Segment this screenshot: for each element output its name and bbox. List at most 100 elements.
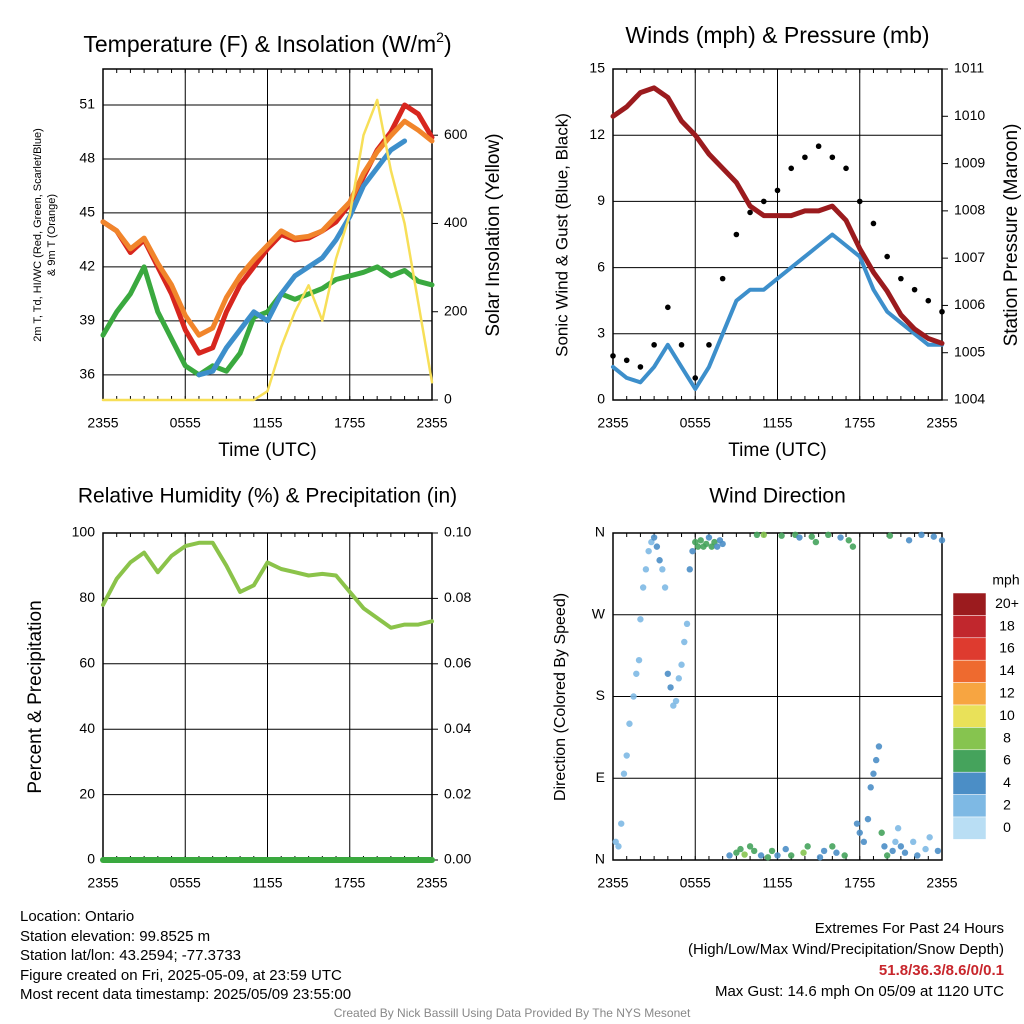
wind-y-tick-label: 15 (589, 60, 605, 76)
direction-point (664, 670, 672, 677)
direction-point (849, 543, 857, 550)
colorbar-swatch (952, 816, 987, 840)
temp-x-tick-label: 2355 (87, 415, 118, 431)
direction-point (620, 770, 628, 777)
wind-y-tick-label: 6 (597, 258, 605, 274)
direction-point (901, 849, 909, 856)
dir-y-tick-label: W (592, 605, 606, 621)
gust-points (610, 143, 945, 381)
direction-point (689, 547, 696, 555)
wind-y-tick-label: 9 (597, 192, 605, 208)
direction-point (694, 543, 702, 550)
gust-point (939, 308, 945, 315)
direction-point (926, 834, 933, 841)
direction-point (875, 743, 883, 750)
speed-colorbar (952, 592, 987, 840)
temp-panel (102, 68, 438, 401)
wind-y2-tick-label: 1008 (954, 202, 985, 218)
direction-point (650, 534, 658, 541)
dir-x-tick-label: 1155 (762, 875, 792, 891)
rh-x-tick-label: 1755 (334, 875, 365, 891)
wind-y2-tick-label: 1010 (954, 107, 985, 123)
gust-point (843, 165, 849, 172)
direction-point (837, 534, 844, 541)
colorbar-swatch (952, 749, 987, 773)
rh-y-tick-label: 100 (72, 524, 96, 540)
direction-point (841, 852, 848, 859)
direction-point (760, 531, 767, 539)
direction-point (820, 847, 828, 855)
direction-point (878, 829, 885, 836)
extremes-subtitle: (High/Low/Max Wind/Precipitation/Snow De… (688, 941, 1004, 958)
colorbar-swatch (952, 682, 987, 706)
dir-panel-title: Wind Direction (709, 485, 846, 508)
dir-ylabel: Direction (Colored By Speed) (552, 593, 569, 801)
temp-9m-line (100, 118, 435, 338)
wind-y-tick-label: 0 (597, 391, 605, 407)
direction-point (782, 845, 789, 853)
colorbar-label: 6 (1003, 752, 1011, 768)
dir-y-tick-label: S (596, 687, 605, 703)
direction-point (659, 566, 666, 573)
wind-frame (612, 68, 943, 401)
direction-point (681, 638, 688, 646)
direction-point (639, 584, 647, 591)
direction-point (683, 620, 691, 628)
direction-point (726, 852, 733, 859)
location-text: Location: Ontario (20, 908, 135, 925)
rh-y2-tick-label: 0.02 (444, 785, 471, 801)
temp-x-tick-label: 1155 (252, 415, 282, 431)
direction-point (886, 532, 894, 539)
direction-point (667, 684, 674, 691)
direction-point (672, 697, 680, 705)
direction-point (914, 852, 921, 859)
wind-x-tick-label: 2355 (926, 415, 957, 431)
direction-point (864, 815, 872, 823)
dir-x-tick-label: 2355 (926, 875, 957, 891)
recent-timestamp-text: Most recent data timestamp: 2025/05/09 2… (20, 986, 352, 1003)
insolation-line (101, 98, 434, 402)
rh-y-tick-label: 20 (79, 785, 95, 801)
direction-point (637, 616, 644, 623)
direction-point (750, 847, 758, 855)
direction-point (833, 849, 840, 856)
rh-y2-tick-label: 0.06 (444, 655, 471, 671)
direction-point (764, 854, 772, 861)
colorbar-label: 20+ (995, 595, 1019, 611)
elevation-text: Station elevation: 99.8525 m (20, 927, 211, 945)
direction-point (656, 557, 663, 564)
gust-point (911, 286, 918, 293)
direction-point (829, 843, 836, 850)
gust-point (815, 143, 822, 150)
direction-point (938, 537, 946, 544)
direction-point (774, 852, 781, 859)
direction-point (778, 532, 785, 539)
colorbar-label: 4 (1003, 774, 1011, 790)
gust-point (706, 342, 712, 348)
colorbar-label: 14 (999, 662, 1015, 678)
direction-point (873, 756, 880, 764)
gust-point (610, 353, 616, 359)
direction-point (623, 752, 630, 759)
direction-point (897, 843, 905, 850)
temp-y-tick-label: 36 (79, 366, 95, 382)
rh-y-tick-label: 80 (79, 589, 95, 605)
temp-xlabel: Time (UTC) (218, 440, 317, 461)
dir-x-tick-label: 1755 (844, 875, 875, 891)
temp-y2-tick-label: 200 (444, 302, 468, 318)
gust-point (884, 253, 890, 260)
direction-point (757, 852, 765, 859)
wind-y2-tick-label: 1004 (954, 391, 985, 407)
direction-point (812, 538, 820, 546)
direction-point (733, 849, 740, 856)
gust-point (788, 165, 795, 172)
gust-point (733, 231, 740, 238)
dir-x-tick-label: 2355 (597, 875, 628, 891)
rh-ylabel: Percent & Precipitation (25, 600, 46, 793)
credit-text: Created By Nick Bassill Using Data Provi… (333, 1006, 691, 1020)
rh-x-tick-label: 2355 (416, 875, 447, 891)
direction-point (678, 661, 685, 668)
rh-panel (102, 532, 438, 861)
rh-x-tick-label: 1155 (252, 875, 282, 891)
